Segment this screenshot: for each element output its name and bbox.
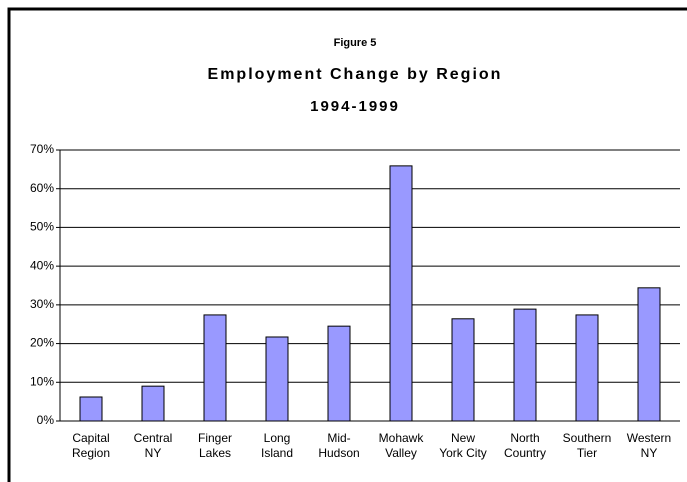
bar	[327, 325, 351, 422]
x-tick-label: Western NY	[626, 431, 672, 460]
x-tick-label: Capital Region	[71, 431, 111, 460]
bar	[265, 336, 289, 422]
y-tick-label: 70%	[30, 142, 54, 156]
bar	[575, 314, 599, 422]
bar	[203, 314, 227, 422]
x-tick-label: Finger Lakes	[197, 431, 232, 460]
x-tick-label: New York City	[439, 431, 487, 460]
x-tick-label: North Country	[503, 431, 547, 460]
chart-subtitle: 1994-1999	[310, 98, 400, 115]
chart-title: Employment Change by Region	[208, 66, 503, 83]
bar	[637, 287, 661, 422]
bar	[79, 396, 103, 422]
bar	[141, 385, 165, 422]
y-tick-label: 10%	[30, 374, 54, 388]
x-tick-label: Mid- Hudson	[318, 431, 360, 460]
y-tick-label: 30%	[30, 297, 54, 311]
bar	[389, 165, 413, 422]
x-tick-label: Long Island	[260, 431, 294, 460]
y-tick-label: 50%	[30, 220, 54, 234]
bar	[451, 318, 475, 422]
bar	[513, 308, 537, 422]
x-tick-label: Southern Tier	[562, 431, 612, 460]
y-tick-label: 40%	[30, 258, 54, 272]
frame	[7, 7, 687, 482]
figure-label: Figure 5	[334, 37, 377, 49]
y-tick-label: 60%	[30, 181, 54, 195]
y-tick-label: 0%	[37, 413, 55, 427]
x-tick-label: Central NY	[133, 431, 173, 460]
y-tick-label: 20%	[30, 336, 54, 350]
x-tick-label: Mohawk Valley	[378, 431, 424, 460]
